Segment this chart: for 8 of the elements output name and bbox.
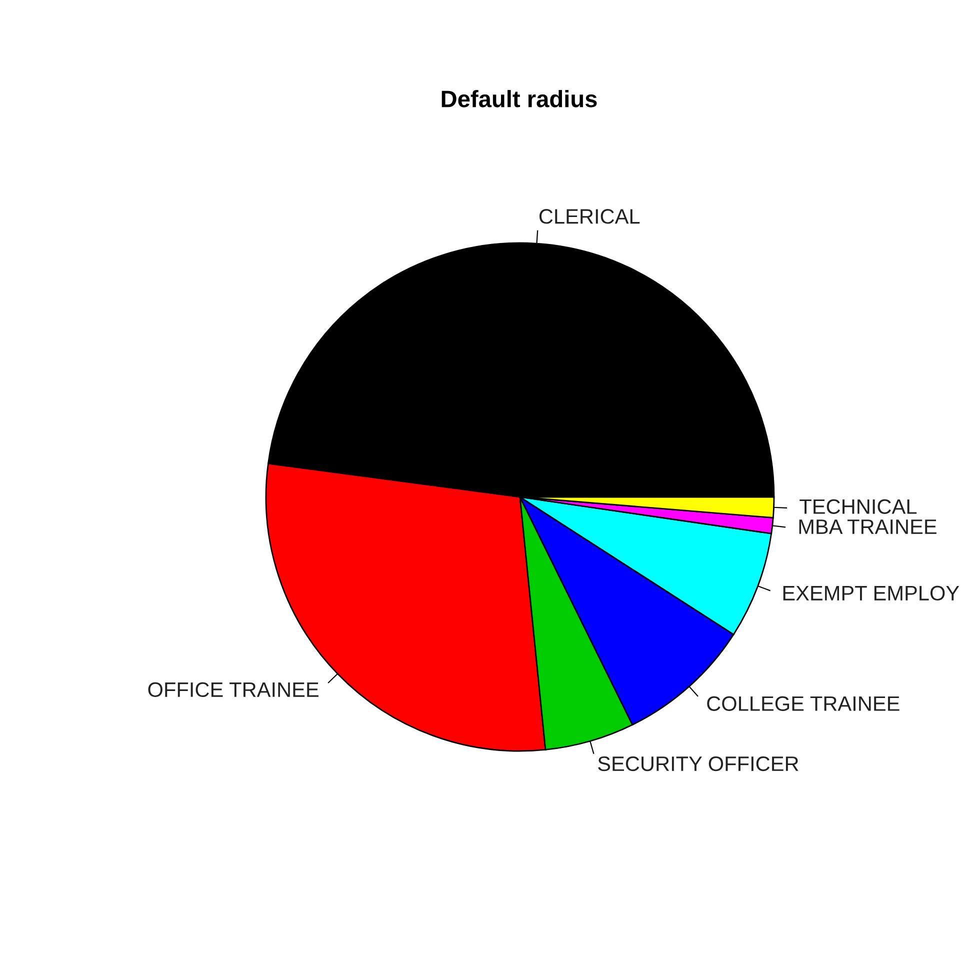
slice-label: TECHNICAL (800, 499, 917, 514)
slice-label: EXEMPT EMPLOY (783, 586, 960, 601)
slice-label: CLERICAL (539, 209, 640, 224)
chart-title: Default radius (442, 90, 597, 108)
slice-label: COLLEGE TRAINEE (707, 696, 900, 712)
slice-label: SECURITY OFFICER (598, 756, 798, 772)
slice-label: OFFICE TRAINEE (148, 682, 318, 698)
slice-label: MBA TRAINEE (799, 520, 936, 534)
